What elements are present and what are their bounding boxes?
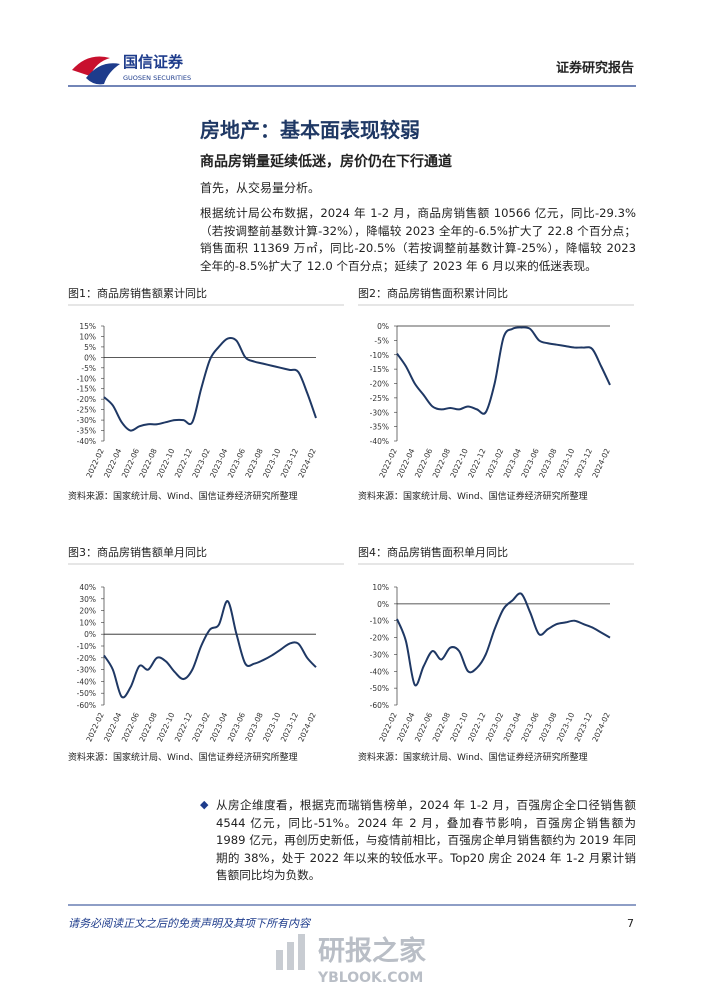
y-tick-label: -20% — [370, 380, 389, 389]
y-tick-label: -20% — [77, 395, 96, 404]
y-tick-label: -60% — [77, 701, 96, 710]
y-tick-label: -15% — [77, 385, 96, 394]
charts: 图1：商品房销售额累计同比资料来源：国家统计局、Wind、国信证券经济研究所整理… — [68, 286, 634, 763]
y-tick-label: 0% — [377, 600, 389, 609]
y-tick-label: 5% — [84, 343, 96, 352]
y-tick-label: -60% — [370, 701, 389, 710]
y-tick-label: -30% — [370, 408, 389, 417]
y-tick-label: -5% — [81, 364, 96, 373]
y-tick-label: -10% — [77, 642, 96, 651]
y-tick-label: 0% — [377, 322, 389, 331]
y-tick-label: 15% — [79, 322, 96, 331]
bullet-icon: ◆ — [200, 798, 209, 811]
data-line — [396, 592, 611, 687]
y-tick-label: -15% — [370, 365, 389, 374]
y-tick-label: -40% — [370, 667, 389, 676]
brand-en: GUOSEN SECURITIES — [123, 74, 191, 82]
y-tick-label: 0% — [84, 353, 96, 362]
y-tick-label: -50% — [77, 689, 96, 698]
y-tick-label: -40% — [370, 437, 389, 446]
brand: 国信证券 — [123, 53, 184, 71]
figure-title: 图3：商品房销售额单月同比 — [68, 545, 207, 559]
data-line — [103, 600, 317, 699]
figure-title: 图4：商品房销售面积单月同比 — [358, 545, 508, 559]
y-tick-label: -5% — [374, 336, 389, 345]
page-number: 7 — [627, 917, 634, 930]
y-tick-label: -30% — [77, 416, 96, 425]
report-type: 证券研究报告 — [556, 60, 634, 76]
y-tick-label: -35% — [77, 427, 96, 436]
y-tick-label: -10% — [370, 617, 389, 626]
y-tick-label: -40% — [77, 677, 96, 686]
y-tick-label: 40% — [79, 583, 96, 592]
logo — [72, 56, 120, 85]
y-tick-label: -35% — [370, 423, 389, 432]
y-tick-label: -20% — [370, 634, 389, 643]
figure-source: 资料来源：国家统计局、Wind、国信证券经济研究所整理 — [68, 490, 298, 502]
disclaimer: 请务必阅读正文之后的免责声明及其项下所有内容 — [68, 917, 312, 930]
y-tick-label: 10% — [79, 618, 96, 627]
section-title: 房地产：基本面表现较弱 — [200, 118, 420, 142]
figure-source: 资料来源：国家统计局、Wind、国信证券经济研究所整理 — [358, 490, 588, 502]
figure-source: 资料来源：国家统计局、Wind、国信证券经济研究所整理 — [68, 751, 298, 763]
y-tick-label: 10% — [79, 332, 96, 341]
figure-title: 图2：商品房销售面积累计同比 — [358, 286, 508, 300]
y-tick-label: -30% — [77, 666, 96, 675]
figure-source: 资料来源：国家统计局、Wind、国信证券经济研究所整理 — [358, 751, 588, 763]
y-tick-label: -10% — [370, 351, 389, 360]
y-tick-label: -25% — [370, 394, 389, 403]
y-tick-label: -40% — [77, 437, 96, 446]
paragraph: 根据统计局公布数据，2024 年 1-2 月，商品房销售额 10566 亿元，同… — [200, 206, 636, 273]
y-tick-label: -10% — [77, 374, 96, 383]
y-tick-label: -20% — [77, 654, 96, 663]
y-tick-label: -25% — [77, 406, 96, 415]
data-line — [103, 336, 317, 432]
data-line — [396, 326, 611, 415]
watermark-name: 研报之家 — [318, 935, 426, 967]
y-tick-label: -50% — [370, 684, 389, 693]
y-tick-label: 10% — [372, 583, 389, 592]
figure-title: 图1：商品房销售额累计同比 — [68, 286, 207, 300]
y-tick-label: 0% — [84, 630, 96, 639]
y-tick-label: -30% — [370, 650, 389, 659]
y-tick-label: 20% — [79, 607, 96, 616]
watermark-icon — [276, 934, 305, 970]
watermark-site: YBLOOK.COM — [317, 970, 423, 986]
y-tick-label: 30% — [79, 595, 96, 604]
bullet-text: 从房企维度看，根据克而瑞销售榜单，2024 年 1-2 月，百强房企全口径销售额… — [216, 798, 636, 882]
intro: 首先，从交易量分析。 — [200, 181, 321, 195]
subtitle: 商品房销量延续低迷，房价仍在下行通道 — [200, 154, 452, 170]
